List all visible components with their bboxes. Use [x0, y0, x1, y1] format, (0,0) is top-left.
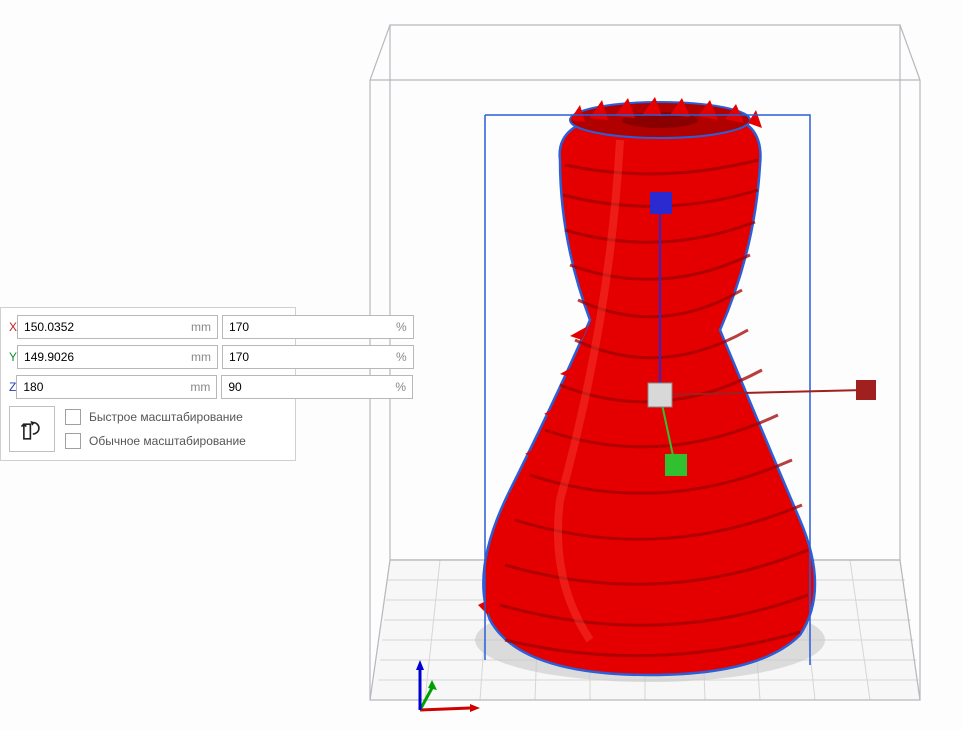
- reset-scale-icon: [19, 416, 45, 442]
- scale-row-x: X mm %: [9, 314, 287, 340]
- scene-canvas[interactable]: [360, 20, 930, 720]
- scale-row-z: Z mm %: [9, 374, 287, 400]
- gizmo-x-handle[interactable]: [856, 380, 876, 400]
- z-mm-input[interactable]: [17, 380, 184, 394]
- x-mm-field[interactable]: mm: [17, 315, 218, 339]
- pct-unit: %: [390, 350, 413, 364]
- mm-unit: mm: [184, 380, 216, 394]
- fast-scaling-checkbox[interactable]: Быстрое масштабирование: [65, 408, 246, 426]
- gizmo-z-handle[interactable]: [650, 192, 672, 214]
- gizmo-y-handle[interactable]: [665, 454, 687, 476]
- y-mm-field[interactable]: mm: [17, 345, 218, 369]
- reset-scale-button[interactable]: [9, 406, 55, 452]
- checkbox-icon: [65, 409, 81, 425]
- checkbox-icon: [65, 433, 81, 449]
- model-vase[interactable]: [478, 97, 815, 675]
- y-mm-input[interactable]: [18, 350, 185, 364]
- z-pct-input[interactable]: [222, 380, 389, 394]
- normal-scaling-checkbox[interactable]: Обычное масштабирование: [65, 432, 246, 450]
- z-pct-field[interactable]: %: [221, 375, 413, 399]
- axis-label-z: Z: [9, 380, 16, 394]
- scale-row-y: Y mm %: [9, 344, 287, 370]
- x-pct-input[interactable]: [223, 320, 390, 334]
- y-pct-input[interactable]: [223, 350, 390, 364]
- axis-label-x: X: [9, 320, 17, 334]
- gizmo-center-handle[interactable]: [648, 383, 672, 407]
- viewport-3d[interactable]: X mm % Y mm % Z mm: [0, 0, 962, 730]
- x-mm-input[interactable]: [18, 320, 185, 334]
- y-pct-field[interactable]: %: [222, 345, 414, 369]
- normal-scaling-label: Обычное масштабирование: [89, 434, 246, 448]
- z-mm-field[interactable]: mm: [16, 375, 217, 399]
- scale-panel: X mm % Y mm % Z mm: [0, 307, 296, 461]
- mm-unit: mm: [185, 320, 217, 334]
- x-pct-field[interactable]: %: [222, 315, 414, 339]
- axis-label-y: Y: [9, 350, 17, 364]
- mm-unit: mm: [185, 350, 217, 364]
- fast-scaling-label: Быстрое масштабирование: [89, 410, 243, 424]
- pct-unit: %: [390, 320, 413, 334]
- pct-unit: %: [389, 380, 412, 394]
